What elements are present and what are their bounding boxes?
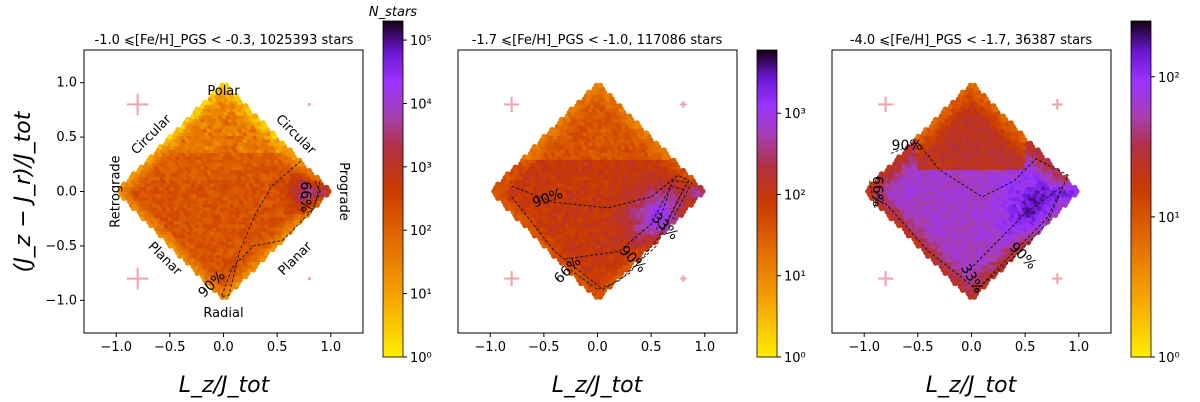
y-ticks: 1.0 0.5 0.0 −0.5 −1.0 bbox=[45, 76, 84, 308]
heatmap-cell bbox=[296, 157, 303, 164]
colorbar bbox=[382, 20, 404, 358]
heatmap-cell bbox=[287, 147, 293, 154]
x-tick-label: −0.5 bbox=[154, 340, 186, 355]
x-tick-label: 1.0 bbox=[320, 340, 341, 355]
x-tick-label: 1.0 bbox=[694, 340, 715, 355]
x-axis-label: L_z/J_tot bbox=[179, 373, 271, 398]
heatmap-cells bbox=[491, 82, 706, 300]
colorbar-tick-label: 10¹ bbox=[410, 288, 432, 303]
error-bar bbox=[126, 267, 149, 290]
y-axis-label: (J_z − J_r)/J_tot bbox=[11, 110, 36, 272]
panel-title: -4.0 ⩽[Fe/H]_PGS < -1.7, 36387 stars bbox=[850, 33, 1093, 48]
panel-metal-rich: -1.0 ⩽[Fe/H]_PGS < -0.3, 1025393 stars 9… bbox=[11, 5, 432, 398]
panel-metal-poor: -1.7 ⩽[Fe/H]_PGS < -1.0, 117086 stars 90… bbox=[457, 33, 806, 398]
y-tick-label: −1.0 bbox=[45, 293, 77, 308]
y-tick-label: 0.5 bbox=[56, 130, 77, 145]
heatmap-cell bbox=[680, 167, 687, 174]
colorbar-tick-label: 10³ bbox=[784, 107, 806, 122]
heatmap-cell bbox=[653, 140, 660, 147]
x-ticks: −1.0 −0.5 0.0 0.5 1.0 bbox=[100, 333, 341, 355]
heatmap-cell bbox=[597, 82, 604, 89]
x-tick-label: −1.0 bbox=[100, 340, 132, 355]
heatmap-cell bbox=[269, 130, 276, 137]
region-label: Radial bbox=[203, 306, 243, 321]
panel-title: -1.7 ⩽[Fe/H]_PGS < -1.0, 117086 stars bbox=[472, 33, 723, 48]
heatmap-cell bbox=[323, 184, 330, 191]
colorbar bbox=[756, 49, 778, 358]
heatmap-cell bbox=[697, 184, 704, 191]
heatmap-cell bbox=[616, 103, 623, 109]
heatmap-cell bbox=[1062, 174, 1068, 181]
x-tick-label: 0.5 bbox=[267, 340, 288, 355]
y-tick-label: 1.0 bbox=[56, 76, 77, 91]
heatmap-cell bbox=[626, 113, 633, 120]
x-tick-label: 0.5 bbox=[641, 340, 662, 355]
region-label: Polar bbox=[207, 84, 240, 99]
error-bar bbox=[126, 93, 149, 116]
colorbar-tick-label: 10³ bbox=[410, 161, 432, 176]
error-bar bbox=[504, 96, 520, 113]
error-bar bbox=[680, 275, 687, 282]
heatmap-cell bbox=[314, 174, 320, 181]
x-tick-label: −0.5 bbox=[528, 340, 560, 355]
x-ticks: −1.0 −0.5 0.0 0.5 1.0 bbox=[474, 333, 715, 355]
heatmap-cell bbox=[306, 167, 313, 174]
x-tick-label: −1.0 bbox=[474, 340, 506, 355]
colorbar-tick-label: 10⁵ bbox=[410, 34, 432, 49]
heatmap-cell bbox=[661, 147, 667, 154]
y-tick-label: 0.0 bbox=[56, 185, 77, 200]
heatmap-cell bbox=[1044, 157, 1051, 164]
heatmap-cell bbox=[242, 103, 249, 109]
colorbar-ticks: 10⁰ 10¹ 10² 10³ bbox=[777, 107, 806, 366]
heatmap-cell bbox=[643, 130, 650, 137]
heatmap-cell bbox=[279, 140, 286, 147]
error-bar bbox=[307, 277, 311, 281]
heatmap-cell bbox=[670, 157, 677, 164]
heatmap-cell bbox=[634, 120, 640, 126]
colorbar-tick-label: 10⁰ bbox=[410, 351, 432, 366]
x-tick-label: 0.0 bbox=[587, 340, 608, 355]
heatmap-cell bbox=[1071, 184, 1078, 191]
x-tick-label: 0.0 bbox=[213, 340, 234, 355]
colorbar-tick-label: 10² bbox=[784, 189, 806, 204]
colorbar-tick-label: 10¹ bbox=[784, 270, 806, 285]
region-label: Retrograde bbox=[109, 155, 124, 227]
error-bar bbox=[307, 102, 311, 106]
colorbar-tick-label: 10⁴ bbox=[410, 98, 432, 113]
heatmap-cell bbox=[607, 92, 613, 99]
x-axis-label: L_z/J_tot bbox=[552, 373, 644, 398]
heatmap-cells bbox=[117, 82, 332, 300]
y-tick-label: −0.5 bbox=[45, 239, 77, 254]
contour-label: 66% bbox=[297, 181, 313, 212]
colorbar-label: N_stars bbox=[369, 5, 417, 20]
heatmap-cell bbox=[252, 113, 259, 120]
panel-title: -1.0 ⩽[Fe/H]_PGS < -0.3, 1025393 stars bbox=[95, 33, 354, 48]
panel-very-metal-poor: -4.0 ⩽[Fe/H]_PGS < -1.7, 36387 stars 90%… bbox=[831, 20, 1180, 398]
heatmap-cell bbox=[688, 174, 694, 181]
region-label: Prograde bbox=[336, 162, 351, 220]
colorbar-tick-label: 10⁰ bbox=[784, 351, 806, 366]
colorbar-ticks: 10⁰ 10¹ 10² 10³ 10⁴ 10⁵ bbox=[403, 34, 432, 366]
error-bar bbox=[680, 101, 687, 108]
heatmap-cell bbox=[260, 120, 266, 126]
colorbar-tick-label: 10² bbox=[410, 224, 432, 239]
error-bar bbox=[504, 270, 520, 287]
